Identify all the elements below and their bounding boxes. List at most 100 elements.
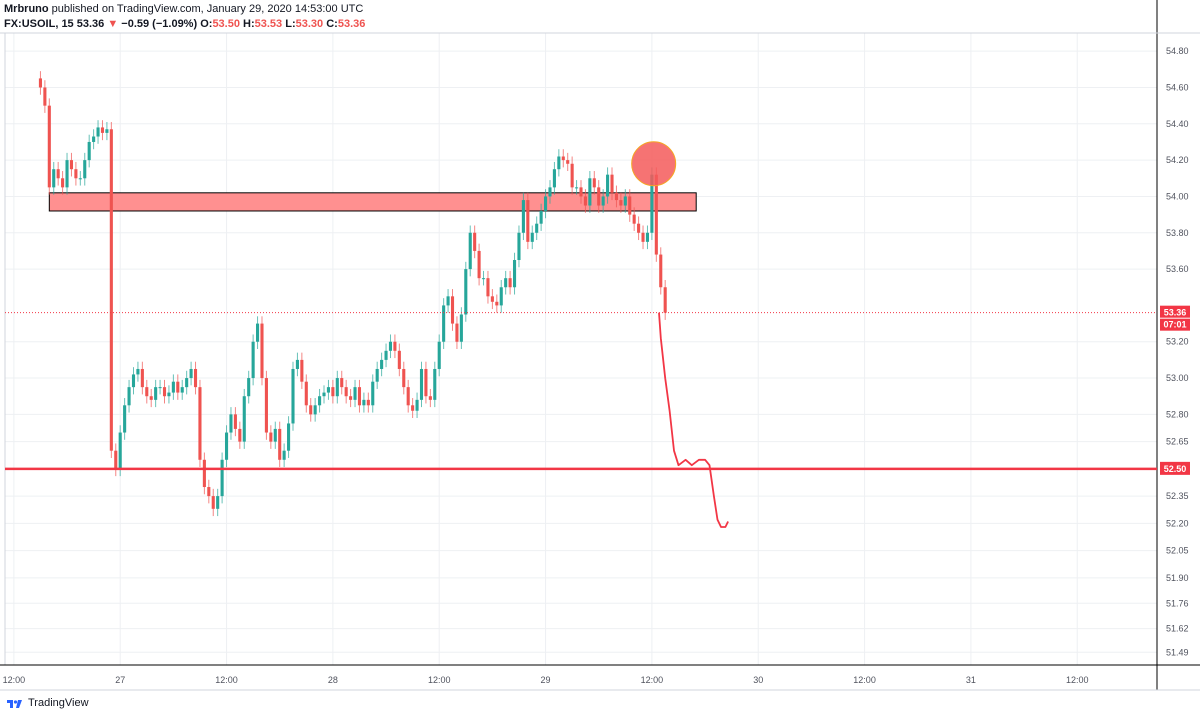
candle-body: [375, 368, 379, 382]
candle-body: [78, 178, 82, 180]
candle-body: [247, 378, 251, 397]
candle-body: [548, 187, 552, 197]
symbol-label[interactable]: FX:USOIL, 15: [4, 18, 74, 30]
x-tick-label: 12:00: [1066, 675, 1089, 685]
candle-body: [508, 278, 512, 288]
candle-body: [264, 378, 268, 433]
candle-body: [114, 450, 118, 469]
candle-body: [424, 368, 428, 397]
candle-body: [411, 405, 415, 411]
candle-body: [260, 323, 264, 379]
x-tick-label: 31: [966, 675, 976, 685]
candle-body: [176, 381, 180, 393]
last-price: 53.36: [76, 18, 105, 30]
candle-body: [38, 78, 42, 88]
candle-body: [318, 396, 322, 406]
change-value: −0.59 (−1.09%): [121, 18, 198, 30]
y-tick-label: 52.65: [1166, 437, 1189, 447]
y-tick-label: 52.05: [1166, 546, 1189, 556]
candle-body: [530, 232, 534, 242]
candle-body: [610, 174, 614, 193]
candle-body: [486, 278, 490, 297]
candle-body: [220, 459, 224, 497]
candle-body: [131, 374, 136, 388]
candle-body: [419, 368, 424, 400]
candle-body: [597, 187, 601, 206]
candle-body: [216, 496, 220, 509]
candle-body: [273, 428, 277, 442]
footer-brand[interactable]: TradingView: [6, 697, 89, 709]
y-tick-label: 54.40: [1166, 119, 1189, 129]
x-tick-label: 12:00: [3, 675, 26, 685]
candle-body: [65, 160, 69, 188]
x-tick-label: 12:00: [641, 675, 664, 685]
candle-body: [495, 301, 499, 306]
close-value: 53.36: [337, 18, 366, 30]
y-tick-label: 54.20: [1166, 155, 1189, 165]
candle-body: [295, 359, 299, 369]
candle-body: [570, 163, 574, 188]
candle-body: [100, 127, 105, 133]
candle-body: [641, 232, 645, 242]
candle-body: [118, 432, 122, 469]
countdown-badge-label: 07:01: [1163, 320, 1186, 330]
projection-path: [658, 312, 729, 528]
support-badge-label: 52.50: [1164, 464, 1187, 474]
candle-body: [606, 174, 610, 197]
candle-body: [539, 210, 543, 224]
candle-body: [238, 428, 242, 442]
candle-body: [326, 387, 330, 393]
ohlc-line: FX:USOIL, 15 53.36 ▼ −0.59 (−1.09%) O:53…: [4, 17, 365, 32]
candle-body: [313, 405, 317, 415]
candle-body: [357, 387, 362, 406]
candle-body: [291, 368, 295, 424]
candle-body: [61, 178, 65, 188]
close-label: C:: [326, 18, 338, 30]
resistance-zone: [48, 192, 697, 212]
candle-body: [207, 487, 211, 497]
last-price-badge: [1160, 305, 1190, 318]
candle-body: [468, 232, 472, 270]
candle-body: [588, 178, 592, 206]
open-value: 53.50: [212, 18, 240, 30]
candle-body: [278, 428, 282, 460]
y-tick-label: 53.80: [1166, 228, 1189, 238]
candle-body: [437, 341, 441, 369]
y-tick-label: 53.20: [1166, 337, 1189, 347]
candle-body: [380, 359, 384, 369]
candle-body: [202, 459, 206, 488]
candle-body: [561, 156, 565, 161]
candle-body: [650, 174, 654, 233]
candle-body: [446, 296, 450, 306]
candle-body: [544, 196, 548, 211]
candle-body: [56, 169, 60, 179]
x-tick-label: 12:00: [853, 675, 876, 685]
candle-body: [335, 378, 339, 397]
candle-body: [233, 414, 237, 429]
candle-body: [397, 350, 401, 369]
candle-body: [189, 368, 193, 379]
candle-body: [269, 432, 273, 442]
candle-body: [145, 387, 149, 397]
low-value: 53.30: [295, 18, 324, 30]
candle-body: [83, 160, 87, 179]
candle-body: [512, 260, 517, 288]
candle-body: [242, 396, 246, 442]
y-tick-label: 52.20: [1166, 518, 1189, 528]
y-tick-label: 51.49: [1166, 647, 1189, 657]
y-tick-label: 51.62: [1166, 624, 1189, 634]
candle-body: [499, 287, 503, 306]
candle-body: [74, 169, 78, 179]
candle-body: [366, 399, 370, 406]
author-name[interactable]: Mrbruno: [4, 3, 49, 15]
candle-body: [637, 223, 641, 233]
y-tick-label: 54.00: [1166, 191, 1189, 201]
candle-body: [406, 387, 410, 406]
y-tick-label: 53.00: [1166, 373, 1189, 383]
candle-body: [566, 160, 570, 164]
candle-body: [193, 368, 198, 388]
candle-body: [127, 387, 131, 406]
candle-body: [87, 141, 91, 161]
chart-header: Mrbruno published on TradingView.com, Ja…: [4, 2, 365, 32]
